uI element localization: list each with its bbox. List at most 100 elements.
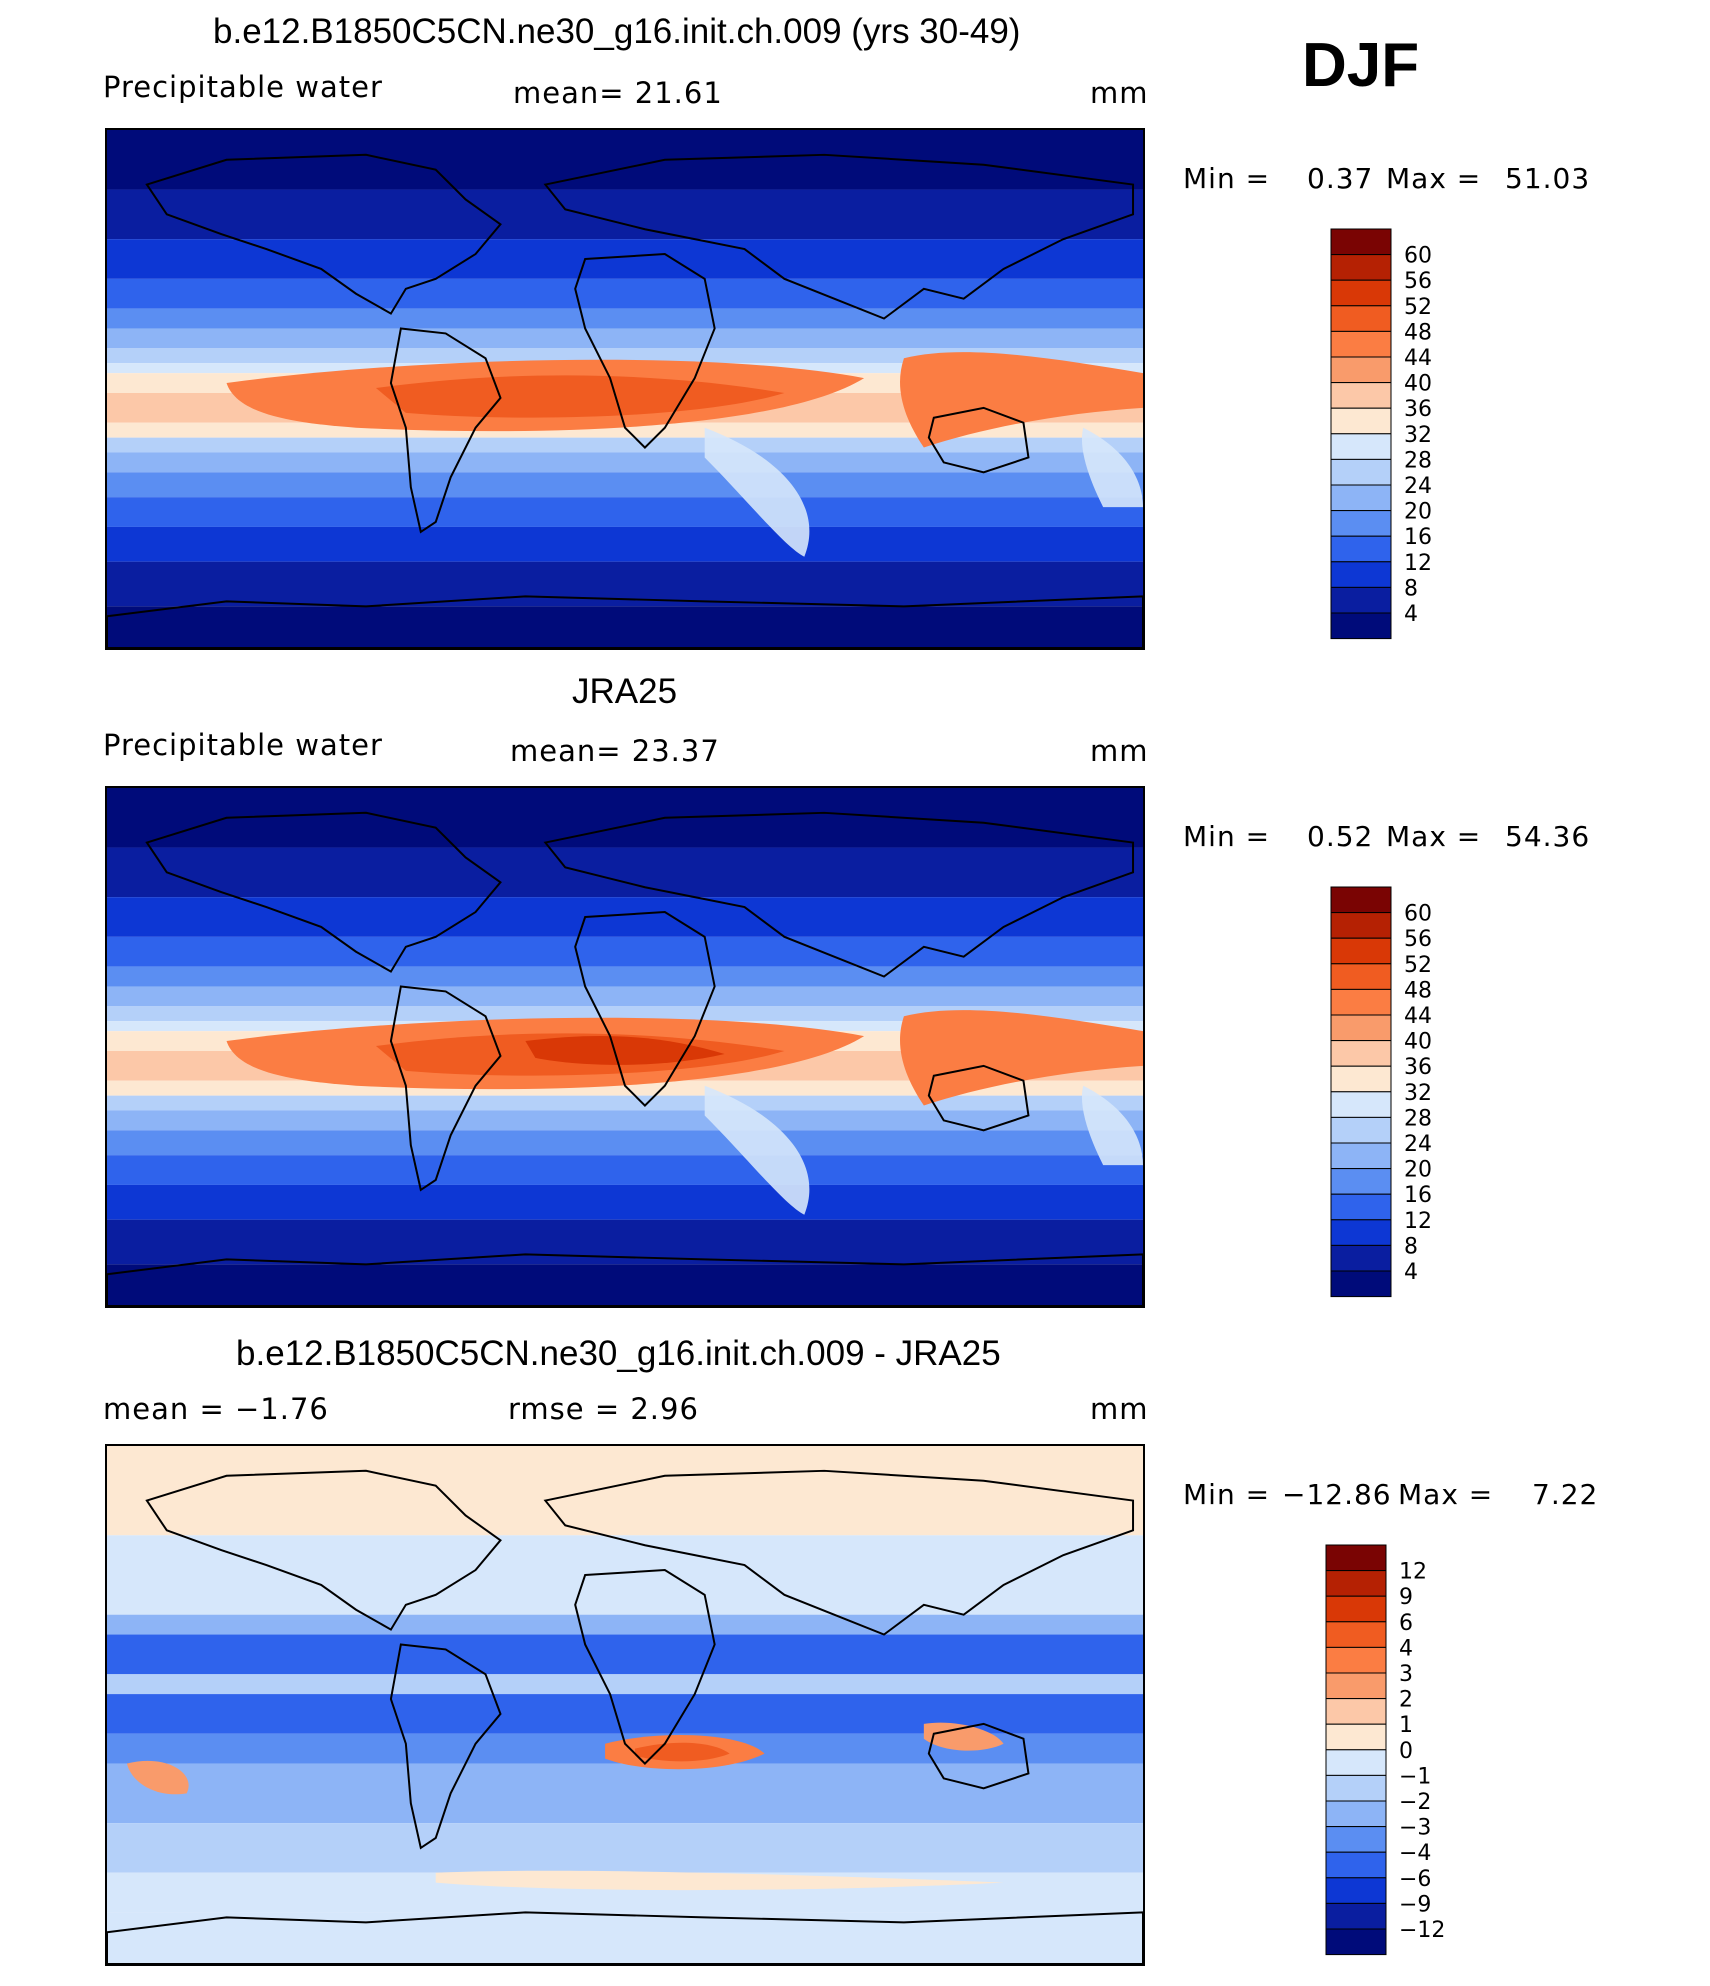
colorbar-tick-label: 8	[1404, 576, 1418, 601]
colorbar-tick-label: 48	[1404, 320, 1432, 345]
field-band	[107, 1614, 1143, 1635]
colorbar-swatch	[1330, 254, 1392, 281]
panel-1-units-label: mm	[1090, 76, 1149, 110]
colorbar-swatch	[1330, 1065, 1392, 1093]
colorbar-tick-label: 24	[1404, 474, 1432, 499]
field-band	[107, 130, 1143, 190]
coastline	[145, 153, 502, 315]
map-field-svg	[107, 1446, 1143, 1964]
colorbar-swatch	[1330, 586, 1392, 614]
field-band	[107, 526, 1143, 562]
colorbar-swatch	[1325, 1544, 1387, 1572]
panel-2-min-value: 0.52	[1307, 820, 1374, 853]
coastline	[543, 811, 1135, 978]
field-band	[107, 1155, 1143, 1185]
panel-2-colorbar: 60 56 52 48 44 40 36 32 28 24 20 16 12 8 4	[1330, 886, 1490, 1300]
colorbar-swatch	[1330, 382, 1392, 409]
panel-1-min-label: Min =	[1183, 162, 1271, 195]
coastline	[389, 1643, 502, 1850]
colorbar-swatch	[1325, 1928, 1387, 1956]
colorbar-swatch	[1330, 228, 1392, 256]
field-band	[107, 348, 1143, 364]
panel-2-max-label: Max =	[1386, 820, 1482, 853]
colorbar-tick-label: 28	[1404, 448, 1432, 473]
panel-1-mean-label: mean= 21.61	[513, 76, 723, 110]
panel-1-max-label: Max =	[1386, 162, 1482, 195]
field-contour	[126, 1760, 189, 1795]
coastline	[389, 327, 502, 534]
colorbar-swatch	[1330, 912, 1392, 939]
field-band	[107, 437, 1143, 453]
field-band	[107, 278, 1143, 309]
colorbar-tick-label: 24	[1404, 1132, 1432, 1157]
coastline	[107, 1253, 1143, 1306]
colorbar-tick-label: 56	[1404, 269, 1432, 294]
field-band	[107, 1006, 1143, 1022]
colorbar-tick-label: 28	[1404, 1106, 1432, 1131]
colorbar-swatch	[1330, 535, 1392, 563]
field-band	[107, 986, 1143, 1007]
colorbar-tick-label: 52	[1404, 953, 1432, 978]
colorbar-swatch	[1330, 1193, 1392, 1221]
colorbar-tick-label: 6	[1399, 1611, 1413, 1636]
field-band	[107, 1110, 1143, 1131]
panel-2-map	[105, 786, 1145, 1308]
colorbar-swatch	[1325, 1749, 1387, 1776]
colorbar-swatch	[1330, 484, 1392, 512]
colorbar-tick-label: −3	[1399, 1816, 1431, 1841]
colorbar-swatch	[1325, 1595, 1387, 1623]
colorbar-swatch	[1330, 1014, 1392, 1042]
panel-2-max-value: 54.36	[1505, 820, 1591, 853]
field-contour	[375, 375, 785, 418]
colorbar-tick-label: 4	[1399, 1636, 1413, 1661]
field-contour	[525, 1036, 725, 1065]
colorbar-tick-label: 44	[1404, 1004, 1432, 1029]
colorbar-swatch	[1325, 1621, 1387, 1648]
map-field-svg	[107, 130, 1143, 648]
field-band	[107, 1912, 1143, 1964]
panel-1-max-value: 51.03	[1505, 162, 1591, 195]
colorbar-tick-label: −1	[1399, 1764, 1431, 1789]
field-band	[107, 308, 1143, 329]
colorbar-swatch	[1330, 937, 1392, 965]
colorbar-tick-label: 56	[1404, 927, 1432, 952]
colorbar-tick-label: −2	[1399, 1790, 1431, 1815]
field-band	[107, 472, 1143, 498]
panel-3-units-label: mm	[1090, 1392, 1149, 1426]
panel-3-min-value: −12.86	[1282, 1478, 1392, 1511]
coastline	[107, 595, 1143, 648]
field-band	[107, 239, 1143, 279]
panel-3-mean-label: mean = −1.76	[103, 1392, 329, 1426]
colorbar-swatch	[1330, 1142, 1392, 1170]
panel-2-units-label: mm	[1090, 734, 1149, 768]
panel-3-max-value: 7.22	[1532, 1478, 1599, 1511]
field-band	[107, 847, 1143, 898]
colorbar-swatch	[1330, 963, 1392, 990]
colorbar-tick-label: 1	[1399, 1713, 1413, 1738]
colorbar-tick-label: 44	[1404, 346, 1432, 371]
coastline	[927, 406, 1030, 474]
colorbar-swatch	[1330, 305, 1392, 332]
colorbar-tick-label: 52	[1404, 295, 1432, 320]
panel-1-min-value: 0.37	[1307, 162, 1374, 195]
colorbar-tick-label: 20	[1404, 1158, 1432, 1183]
field-band	[107, 452, 1143, 473]
colorbar-swatch	[1325, 1851, 1387, 1879]
field-contour	[704, 1085, 810, 1215]
field-contour	[634, 1742, 730, 1762]
colorbar-tick-label: −4	[1399, 1841, 1431, 1866]
colorbar-swatch	[1330, 1040, 1392, 1067]
panel-3-title: b.e12.B1850C5CN.ne30_g16.init.ch.009 - J…	[236, 1334, 1001, 1373]
colorbar-swatch	[1330, 1168, 1392, 1195]
colorbar-swatch	[1325, 1877, 1387, 1904]
field-band	[107, 1823, 1143, 1873]
colorbar-swatch	[1330, 612, 1392, 640]
field-band	[107, 788, 1143, 848]
colorbar-tick-label: −6	[1399, 1867, 1431, 1892]
colorbar-tick-label: 20	[1404, 500, 1432, 525]
colorbar-swatch	[1325, 1570, 1387, 1597]
colorbar-tick-label: 60	[1404, 244, 1432, 269]
panel-3-max-label: Max =	[1398, 1478, 1494, 1511]
colorbar-swatch	[1325, 1826, 1387, 1853]
